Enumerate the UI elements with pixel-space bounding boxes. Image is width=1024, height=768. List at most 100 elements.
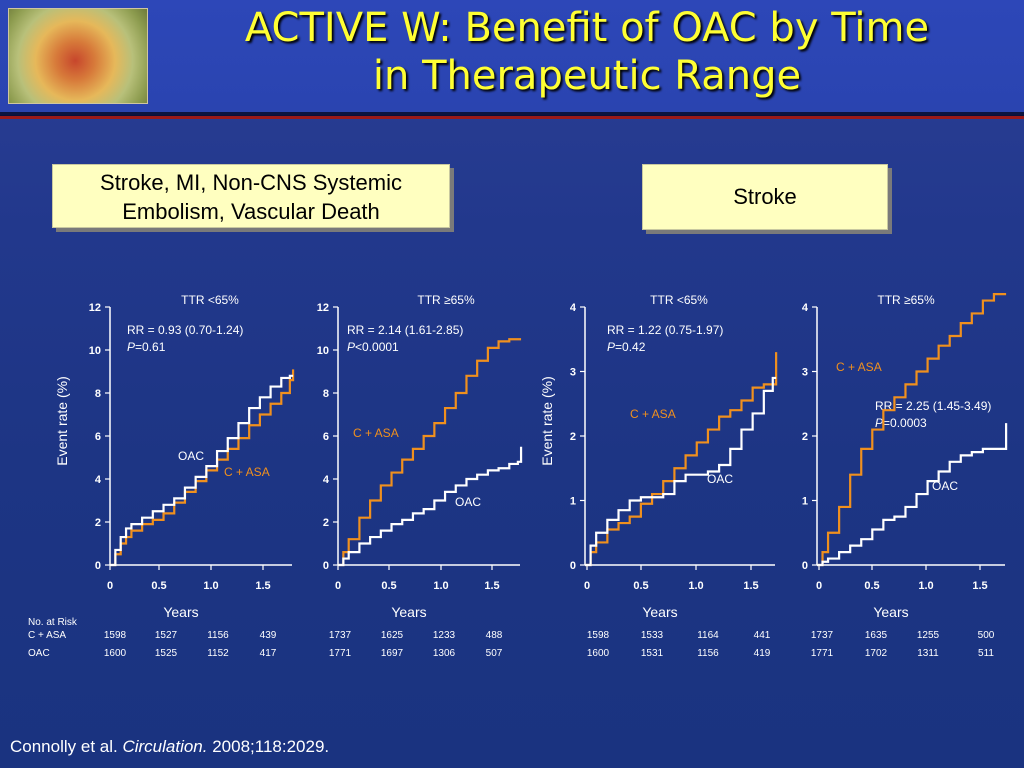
y-tick-label: 2 [95, 517, 101, 529]
y-tick-label: 0 [570, 560, 576, 572]
y-tick-label: 2 [802, 431, 808, 443]
series-label-oac: OAC [707, 472, 733, 486]
series-line-oac [110, 374, 294, 567]
at-risk-oac: 507 [486, 648, 503, 659]
at-risk-oac: 1156 [697, 648, 719, 659]
x-tick-label: 0.5 [381, 580, 396, 592]
y-tick-label: 10 [89, 345, 101, 357]
x-tick-label: 1.0 [688, 580, 703, 592]
panel-title: TTR ≥65% [417, 293, 475, 307]
at-risk-oac: 417 [260, 648, 277, 659]
at-risk-c-asa: 1156 [207, 630, 229, 641]
y-tick-label: 1 [802, 496, 808, 508]
p-symbol: P [875, 416, 883, 430]
at-risk-c-asa: 488 [486, 630, 503, 641]
y-tick-label: 6 [95, 431, 101, 443]
y-axis-label: Event rate (%) [54, 376, 70, 465]
at-risk-c-asa: 1737 [811, 630, 834, 641]
at-risk-c-asa: 1598 [104, 630, 127, 641]
x-tick-label: 0.5 [633, 580, 648, 592]
x-axis-label: Years [163, 604, 198, 620]
y-tick-label: 0 [802, 560, 808, 572]
y-tick-label: 6 [323, 431, 329, 443]
series-line-oac [338, 446, 523, 567]
p-value-stat: P=0.0003 [875, 416, 927, 430]
x-tick-label: 0.5 [151, 580, 166, 592]
y-tick-label: 12 [89, 302, 101, 314]
panel-title: TTR ≥65% [877, 293, 935, 307]
y-tick-label: 8 [95, 388, 101, 400]
y-tick-label: 1 [570, 496, 576, 508]
at-risk-c-asa: 1527 [155, 630, 178, 641]
at-risk-oac: 1600 [104, 648, 127, 659]
at-risk-c-asa: 1255 [917, 630, 940, 641]
x-axis-label: Years [642, 604, 677, 620]
risk-label-oac: OAC [28, 648, 50, 659]
x-tick-label: 0 [584, 580, 590, 592]
y-tick-label: 4 [95, 474, 102, 486]
p-symbol: P [347, 340, 355, 354]
at-risk-c-asa: 1164 [697, 630, 719, 641]
x-tick-label: 1.0 [918, 580, 933, 592]
at-risk-oac: 1306 [433, 648, 456, 659]
x-tick-label: 0.5 [864, 580, 879, 592]
slide-header: ACTIVE W: Benefit of OAC by Time in Ther… [0, 0, 1024, 115]
series-line-c-asa [585, 352, 778, 567]
title-line-2: in Therapeutic Range [372, 53, 802, 99]
y-tick-label: 10 [317, 345, 329, 357]
x-tick-label: 0 [335, 580, 341, 592]
series-line-c-asa [817, 293, 1007, 567]
p-value-stat: P=0.61 [127, 340, 166, 354]
y-tick-label: 3 [570, 367, 576, 379]
composite-endpoint-box: Stroke, MI, Non-CNS Systemic Embolism, V… [52, 164, 450, 228]
y-axis-label: Event rate (%) [539, 376, 555, 465]
series-label-c-asa: C + ASA [224, 465, 270, 479]
at-risk-oac: 1771 [811, 648, 834, 659]
x-tick-label: 1.5 [255, 580, 270, 592]
series-label-c-asa: C + ASA [836, 360, 882, 374]
citation-journal: Circulation. [122, 737, 208, 756]
series-label-oac: OAC [932, 479, 958, 493]
at-risk-oac: 1697 [381, 648, 404, 659]
citation-author: Connolly et al. [10, 737, 123, 756]
p-value: =0.0003 [883, 416, 927, 430]
x-tick-label: 0 [816, 580, 822, 592]
at-risk-oac: 511 [978, 648, 994, 659]
at-risk-oac: 419 [754, 648, 771, 659]
at-risk-c-asa: 1737 [329, 630, 352, 641]
y-tick-label: 0 [95, 560, 101, 572]
at-risk-c-asa: 1625 [381, 630, 404, 641]
panel-title: TTR <65% [650, 293, 708, 307]
y-tick-label: 4 [323, 474, 330, 486]
series-line-oac [817, 423, 1008, 567]
at-risk-c-asa: 439 [260, 630, 277, 641]
x-tick-label: 1.0 [203, 580, 218, 592]
p-value-stat: P<0.0001 [347, 340, 399, 354]
series-label-c-asa: C + ASA [630, 407, 676, 421]
panel-title: TTR <65% [181, 293, 239, 307]
rr-stat: RR = 0.93 (0.70-1.24) [127, 323, 243, 337]
slide-title: ACTIVE W: Benefit of OAC by Time in Ther… [150, 4, 1024, 100]
x-axis-label: Years [873, 604, 908, 620]
p-value: =0.42 [615, 340, 646, 354]
citation-rest: 2008;118:2029. [207, 737, 330, 756]
at-risk-oac: 1525 [155, 648, 178, 659]
citation: Connolly et al. Circulation. 2008;118:20… [10, 737, 329, 757]
header-divider [0, 116, 1024, 119]
at-risk-oac: 1600 [587, 648, 610, 659]
x-tick-label: 1.5 [743, 580, 758, 592]
p-symbol: P [127, 340, 135, 354]
at-risk-oac: 1702 [865, 648, 888, 659]
at-risk-c-asa: 1598 [587, 630, 610, 641]
at-risk-c-asa: 1635 [865, 630, 888, 641]
x-tick-label: 0 [107, 580, 113, 592]
composite-endpoint-line-1: Stroke, MI, Non-CNS Systemic [100, 170, 402, 195]
rr-stat: RR = 2.25 (1.45-3.49) [875, 399, 991, 413]
at-risk-c-asa: 441 [754, 630, 771, 641]
rr-stat: RR = 1.22 (0.75-1.97) [607, 323, 723, 337]
p-symbol: P [607, 340, 615, 354]
series-label-oac: OAC [178, 449, 204, 463]
at-risk-c-asa: 1233 [433, 630, 456, 641]
stroke-endpoint-box: Stroke [642, 164, 888, 230]
y-tick-label: 0 [323, 560, 329, 572]
